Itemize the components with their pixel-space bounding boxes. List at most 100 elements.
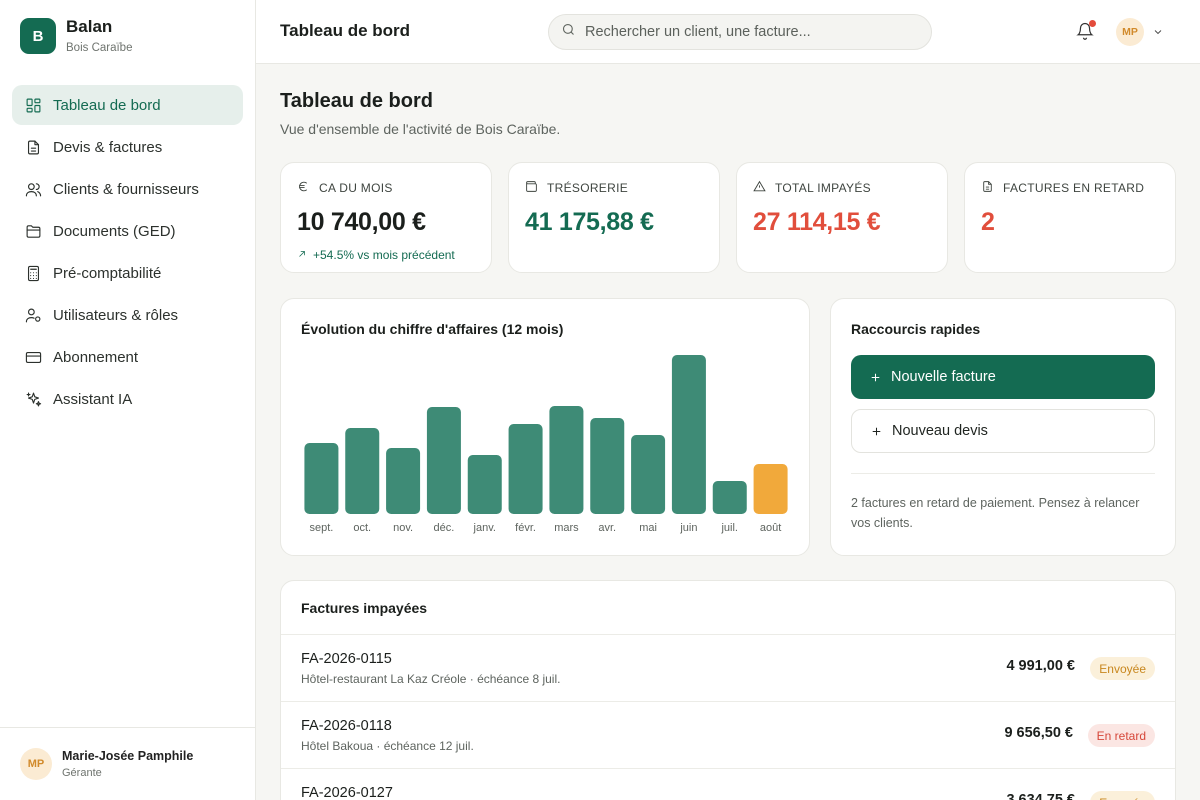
sidebar-item-label: Clients & fournisseurs <box>53 180 199 198</box>
kpi-card-unpaid-total: Total impayés 27 114,15 € <box>736 162 948 273</box>
chart-bar-janv.[interactable] <box>467 455 502 514</box>
chart-bar-déc.[interactable] <box>426 407 461 514</box>
brand-logo: B <box>20 18 56 54</box>
sidebar-item-label: Tableau de bord <box>53 96 161 114</box>
sidebar-item-label: Utilisateurs & rôles <box>53 306 179 324</box>
avatar: MP <box>20 748 52 780</box>
table-row[interactable]: FA-2026-0118 Hôtel Bakoua · échéance 12 … <box>281 702 1175 769</box>
quick-actions-card: Raccourcis rapides Nouvelle facture Nouv… <box>830 298 1176 556</box>
bell-icon <box>1076 22 1094 44</box>
new-quote-label: Nouveau devis <box>892 423 988 439</box>
chart-bar-mars[interactable] <box>549 406 584 514</box>
chart-tick-label: janv. <box>473 522 496 534</box>
chart-bar-sept.[interactable] <box>304 443 339 514</box>
revenue-chart-card: Évolution du chiffre d'affaires (12 mois… <box>280 298 810 556</box>
sidebar-item-label: Assistant IA <box>53 390 133 408</box>
chevron-down-icon[interactable] <box>1152 25 1164 37</box>
kpi-card-late-invoices: Factures en retard 2 <box>964 162 1176 273</box>
sidebar-item-documents[interactable]: Documents (GED) <box>12 211 243 251</box>
divider <box>851 473 1155 474</box>
sidebar-item-label: Abonnement <box>53 348 139 366</box>
page-subtitle: Vue d'ensemble de l'activité de Bois Car… <box>280 121 561 137</box>
new-quote-button[interactable]: Nouveau devis <box>851 409 1155 453</box>
user-role: Gérante <box>62 767 102 779</box>
sidebar-user[interactable]: MP Marie-Josée Pamphile Gérante <box>0 727 255 800</box>
topbar: Tableau de bord MP <box>256 0 1200 64</box>
sidebar-item-users-roles[interactable]: Utilisateurs & rôles <box>12 295 243 335</box>
invoice-number: FA-2026-0127 <box>301 785 393 800</box>
sidebar: B Balan Bois Caraïbe Tableau de bord Dev… <box>0 0 256 800</box>
chart-tick-label: oct. <box>353 522 371 534</box>
kpi-value: 27 114,15 € <box>753 208 881 236</box>
new-invoice-button[interactable]: Nouvelle facture <box>851 355 1155 399</box>
chart-bar-avr.[interactable] <box>590 418 625 514</box>
new-invoice-label: Nouvelle facture <box>891 369 996 385</box>
unpaid-invoices-card: Factures impayées FA-2026-0115 Hôtel-res… <box>280 580 1176 800</box>
chart-bar-oct.[interactable] <box>345 428 380 514</box>
sidebar-item-label: Documents (GED) <box>53 222 176 240</box>
search-input[interactable] <box>585 24 905 40</box>
brand-company: Bois Caraïbe <box>66 42 133 54</box>
chart-bar-juil.[interactable] <box>712 481 747 514</box>
invoice-amount: 9 656,50 € <box>1004 725 1073 741</box>
chart-tick-label: févr. <box>515 522 536 534</box>
folder-icon <box>24 222 42 240</box>
chart-bar-mai[interactable] <box>631 435 666 514</box>
unpaid-invoices-title: Factures impayées <box>301 600 428 616</box>
quick-actions-title: Raccourcis rapides <box>851 321 981 337</box>
chart-tick-label: juin <box>679 522 697 534</box>
kpi-card-revenue: CA du mois 10 740,00 € +54.5% vs mois pr… <box>280 162 492 273</box>
search-icon <box>561 22 576 42</box>
table-row[interactable]: FA-2026-0115 Hôtel-restaurant La Kaz Cré… <box>281 635 1175 702</box>
chart-tick-label: juil. <box>720 522 738 534</box>
chart-bar-févr.[interactable] <box>508 424 543 514</box>
status-badge: Envoyée <box>1090 657 1155 680</box>
user-avatar-button[interactable]: MP <box>1116 18 1144 46</box>
topbar-title: Tableau de bord <box>280 21 411 40</box>
kpi-label: Factures en retard <box>1003 181 1145 195</box>
invoice-number: FA-2026-0118 <box>301 718 392 734</box>
sidebar-item-dashboard[interactable]: Tableau de bord <box>12 85 243 125</box>
status-badge: En retard <box>1087 724 1155 747</box>
sidebar-item-subscription[interactable]: Abonnement <box>12 337 243 377</box>
sidebar-nav: Tableau de bord Devis & factures Clients… <box>12 85 243 421</box>
chart-title: Évolution du chiffre d'affaires (12 mois… <box>301 321 564 337</box>
divider <box>281 634 1175 635</box>
chart-bar-juin[interactable] <box>671 355 706 514</box>
table-row[interactable]: FA-2026-0127 3 634,75 € Envoyée <box>281 769 1175 800</box>
wallet-icon <box>525 180 547 196</box>
plus-icon <box>870 425 883 438</box>
chart-bar-nov.[interactable] <box>386 448 421 514</box>
sidebar-item-quotes-invoices[interactable]: Devis & factures <box>12 127 243 167</box>
user-name: Marie-Josée Pamphile <box>62 749 194 763</box>
chart-tick-label: sept. <box>309 522 333 534</box>
sparkles-icon <box>24 390 42 408</box>
kpi-label: CA du mois <box>319 181 393 195</box>
kpi-value: 41 175,88 € <box>525 208 654 236</box>
plus-icon <box>869 371 882 384</box>
kpi-label: Trésorerie <box>547 181 629 195</box>
notifications-button[interactable] <box>1076 20 1096 44</box>
sidebar-item-pre-accounting[interactable]: Pré-comptabilité <box>12 253 243 293</box>
brand[interactable]: B Balan Bois Caraïbe <box>20 18 132 54</box>
sidebar-item-ai-assistant[interactable]: Assistant IA <box>12 379 243 419</box>
sidebar-item-clients[interactable]: Clients & fournisseurs <box>12 169 243 209</box>
sidebar-item-label: Pré-comptabilité <box>53 264 162 282</box>
kpi-value: 10 740,00 € <box>297 208 426 236</box>
invoice-amount: 3 634,75 € <box>1006 792 1075 800</box>
search-bar[interactable] <box>548 14 932 50</box>
alert-triangle-icon <box>753 180 775 196</box>
status-badge: Envoyée <box>1090 791 1155 800</box>
notification-dot <box>1089 20 1096 27</box>
file-text-icon <box>24 138 42 156</box>
chart-tick-label: août <box>760 522 781 534</box>
chart-tick-label: nov. <box>393 522 413 534</box>
users-icon <box>24 180 42 198</box>
euro-icon <box>297 180 319 196</box>
invoice-amount: 4 991,00 € <box>1006 658 1075 674</box>
trend-up-icon <box>297 248 313 262</box>
chart-bar-août[interactable] <box>753 464 788 514</box>
brand-name: Balan <box>66 17 113 36</box>
sidebar-item-label: Devis & factures <box>53 138 163 156</box>
kpi-card-treasury: Trésorerie 41 175,88 € <box>508 162 720 273</box>
